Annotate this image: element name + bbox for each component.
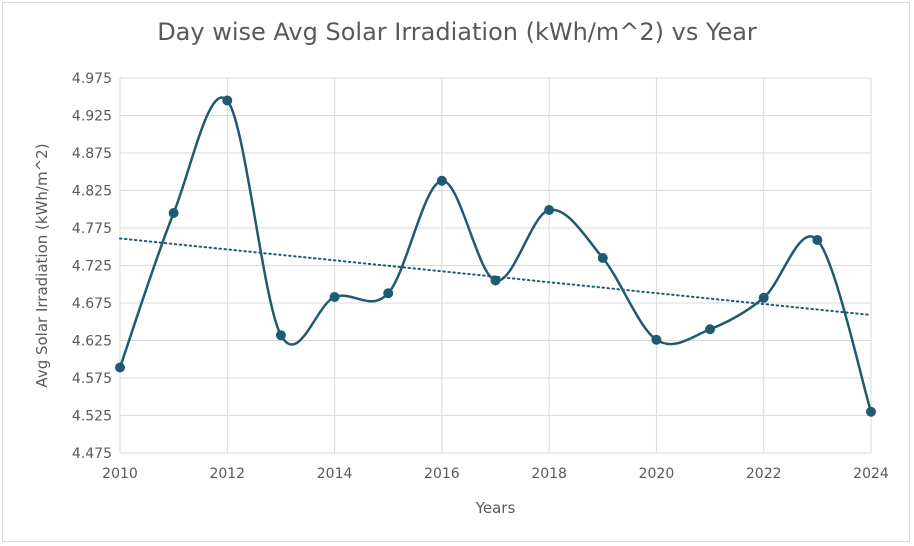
x-tick-label: 2016 bbox=[424, 466, 460, 482]
y-tick-label: 4.625 bbox=[72, 334, 112, 350]
series-layer bbox=[115, 95, 876, 417]
data-point bbox=[651, 334, 662, 345]
x-axis-label: Years bbox=[475, 499, 516, 517]
x-tick-label: 2020 bbox=[639, 466, 675, 482]
tick-layer: 4.475 4.525 4.575 4.625 4.675 4.725 4.775 4.825… bbox=[72, 71, 889, 482]
data-point bbox=[758, 292, 769, 303]
y-axis-label: Avg Solar Irradiation (kWh/m^2) bbox=[33, 143, 51, 387]
data-point bbox=[544, 205, 555, 215]
x-tick-label: 2024 bbox=[853, 466, 889, 482]
series-line bbox=[118, 96, 873, 413]
y-tick-label: 4.825 bbox=[72, 184, 112, 200]
data-point bbox=[866, 406, 876, 417]
y-tick-label: 4.725 bbox=[72, 259, 112, 275]
chart-title: Day wise Avg Solar Irradiation (kWh/m^2)… bbox=[157, 18, 757, 46]
data-point bbox=[705, 324, 716, 335]
data-point bbox=[222, 95, 233, 106]
y-tick-label: 4.975 bbox=[72, 71, 112, 87]
x-tick-label: 2022 bbox=[746, 466, 782, 482]
x-tick-label: 2010 bbox=[102, 466, 138, 482]
data-point bbox=[383, 288, 394, 299]
data-point bbox=[436, 175, 447, 186]
x-tick-label: 2018 bbox=[531, 466, 567, 482]
data-point bbox=[812, 235, 823, 245]
y-tick-label: 4.525 bbox=[72, 409, 112, 425]
y-tick-label: 4.775 bbox=[72, 221, 112, 237]
y-tick-label: 4.925 bbox=[72, 109, 112, 125]
y-tick-label: 4.575 bbox=[72, 371, 112, 387]
data-point bbox=[490, 275, 501, 286]
data-point bbox=[115, 362, 125, 373]
data-point bbox=[597, 253, 608, 263]
data-point bbox=[168, 208, 179, 218]
data-point bbox=[275, 330, 286, 341]
y-tick-label: 4.475 bbox=[72, 446, 112, 462]
x-tick-label: 2012 bbox=[209, 466, 245, 482]
y-tick-label: 4.875 bbox=[72, 146, 112, 162]
data-point bbox=[329, 292, 340, 302]
x-tick-label: 2014 bbox=[317, 466, 353, 482]
y-tick-label: 4.675 bbox=[72, 296, 112, 312]
grid-layer bbox=[119, 77, 872, 454]
